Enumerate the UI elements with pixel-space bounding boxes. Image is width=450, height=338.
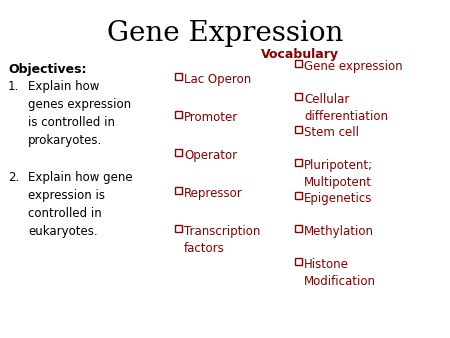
Bar bbox=[295, 192, 302, 199]
Text: Explain how gene
expression is
controlled in
eukaryotes.: Explain how gene expression is controlle… bbox=[28, 171, 133, 238]
Bar bbox=[295, 126, 302, 133]
Bar bbox=[175, 225, 182, 232]
Text: Epigenetics: Epigenetics bbox=[304, 192, 373, 205]
Text: Methylation: Methylation bbox=[304, 225, 374, 238]
Bar bbox=[295, 93, 302, 100]
Text: 2.: 2. bbox=[8, 171, 19, 184]
Bar bbox=[175, 111, 182, 118]
Text: Gene Expression: Gene Expression bbox=[107, 20, 343, 47]
Text: Explain how
genes expression
is controlled in
prokaryotes.: Explain how genes expression is controll… bbox=[28, 80, 131, 147]
Text: Stem cell: Stem cell bbox=[304, 126, 359, 139]
Text: Histone
Modification: Histone Modification bbox=[304, 258, 376, 288]
Text: Transcription
factors: Transcription factors bbox=[184, 225, 261, 255]
Bar bbox=[295, 258, 302, 265]
Bar bbox=[295, 225, 302, 232]
Bar bbox=[175, 149, 182, 156]
Text: Operator: Operator bbox=[184, 149, 237, 162]
Bar bbox=[175, 187, 182, 194]
Bar bbox=[295, 159, 302, 166]
Text: Pluripotent;
Multipotent: Pluripotent; Multipotent bbox=[304, 159, 373, 189]
Bar bbox=[295, 60, 302, 67]
Text: Objectives:: Objectives: bbox=[8, 63, 86, 76]
Bar bbox=[175, 73, 182, 80]
Text: Cellular
differentiation: Cellular differentiation bbox=[304, 93, 388, 123]
Text: 1.: 1. bbox=[8, 80, 19, 93]
Text: Vocabulary: Vocabulary bbox=[261, 48, 339, 61]
Text: Lac Operon: Lac Operon bbox=[184, 73, 251, 86]
Text: Promoter: Promoter bbox=[184, 111, 238, 124]
Text: Gene expression: Gene expression bbox=[304, 60, 403, 73]
Text: Repressor: Repressor bbox=[184, 187, 243, 200]
